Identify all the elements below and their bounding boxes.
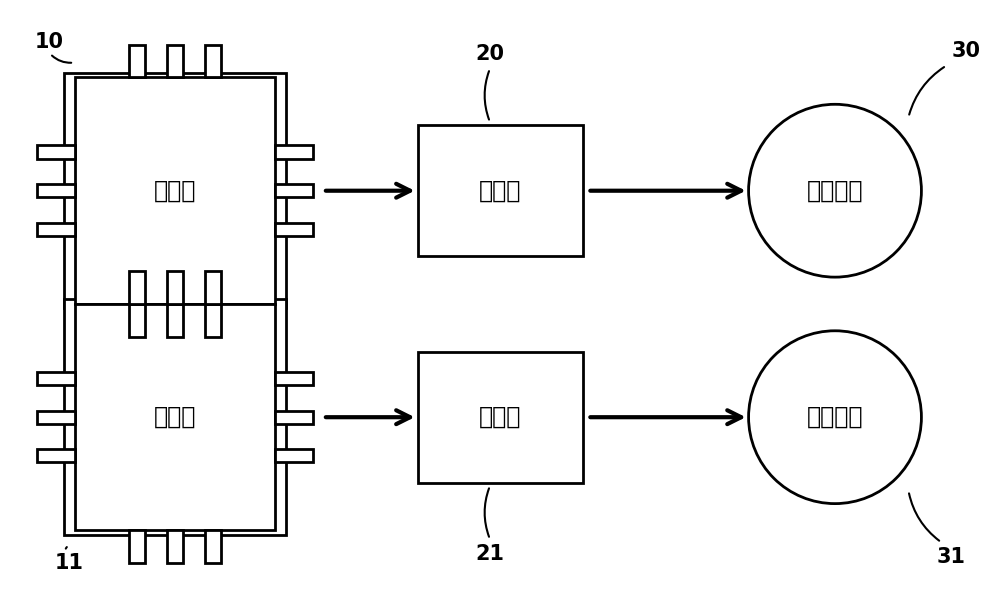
Bar xyxy=(167,304,183,337)
Bar xyxy=(205,304,221,337)
Bar xyxy=(275,184,313,197)
Bar xyxy=(205,271,221,304)
Text: 20: 20 xyxy=(476,44,505,64)
Text: 伺服电机: 伺服电机 xyxy=(807,405,863,429)
Ellipse shape xyxy=(749,331,921,504)
Bar xyxy=(418,125,582,256)
Bar xyxy=(37,411,75,424)
Bar xyxy=(167,271,183,304)
Text: 10: 10 xyxy=(35,32,64,52)
Text: 逆变器: 逆变器 xyxy=(479,179,521,203)
Text: 21: 21 xyxy=(476,544,505,564)
Bar xyxy=(129,530,145,563)
Bar xyxy=(37,223,75,236)
Bar xyxy=(64,299,286,535)
Bar xyxy=(167,45,183,77)
Text: 11: 11 xyxy=(55,553,84,573)
Bar xyxy=(129,271,145,304)
Bar xyxy=(275,145,313,159)
Text: 31: 31 xyxy=(937,547,966,567)
Bar xyxy=(37,372,75,385)
Bar xyxy=(167,530,183,563)
Ellipse shape xyxy=(749,104,921,277)
Bar xyxy=(205,45,221,77)
Bar xyxy=(275,223,313,236)
Bar xyxy=(37,449,75,462)
Text: 逆变器: 逆变器 xyxy=(479,405,521,429)
Text: 控制器: 控制器 xyxy=(154,179,196,203)
Text: 30: 30 xyxy=(952,41,981,61)
Text: 控制器: 控制器 xyxy=(154,405,196,429)
Bar xyxy=(37,145,75,159)
Bar xyxy=(275,449,313,462)
Bar xyxy=(275,411,313,424)
Bar xyxy=(205,530,221,563)
Bar xyxy=(64,73,286,308)
Bar xyxy=(129,304,145,337)
Bar xyxy=(418,352,582,483)
Text: 伺服电机: 伺服电机 xyxy=(807,179,863,203)
Bar xyxy=(37,184,75,197)
Bar xyxy=(275,372,313,385)
Bar xyxy=(75,77,275,304)
Bar xyxy=(75,304,275,530)
Bar xyxy=(129,45,145,77)
